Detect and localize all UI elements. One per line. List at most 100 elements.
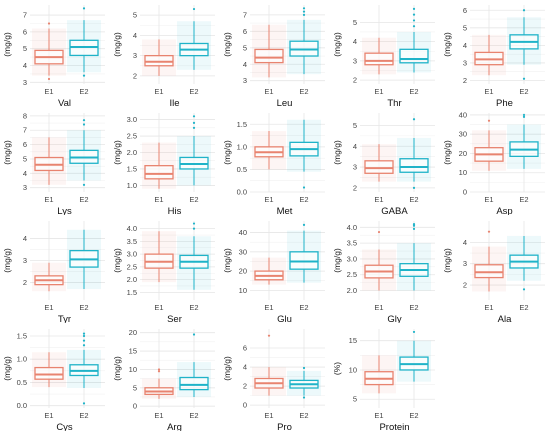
y-axis-label: (%) bbox=[332, 362, 342, 375]
x-tick-label: E1 bbox=[374, 195, 383, 204]
panel-tyr: 2 3 4 (mg/g) E1 E2 Tyr bbox=[0, 216, 110, 325]
iqr-box bbox=[364, 52, 394, 66]
outlier-point bbox=[302, 10, 306, 13]
y-tick-label: 5 bbox=[353, 395, 357, 404]
x-tick-label: E1 bbox=[154, 195, 163, 204]
x-tick-label: E1 bbox=[264, 195, 273, 204]
y-tick-label: 3.5 bbox=[347, 239, 357, 248]
x-tick-label: E1 bbox=[374, 411, 383, 420]
box-e1 bbox=[362, 230, 396, 291]
box-e2 bbox=[397, 223, 431, 291]
x-tick-label: E2 bbox=[189, 87, 198, 96]
y-tick-label: 3 bbox=[353, 163, 357, 172]
x-tick-label: E1 bbox=[374, 303, 383, 312]
y-tick-label: 10 bbox=[129, 365, 137, 374]
outlier-point bbox=[522, 77, 526, 80]
outlier-point bbox=[377, 230, 381, 234]
y-tick-label: 4 bbox=[463, 238, 467, 247]
y-tick-label: 5 bbox=[353, 18, 357, 27]
panel-title: Gly bbox=[387, 314, 402, 323]
y-tick-label: 3.0 bbox=[347, 254, 357, 263]
y-tick-label: 4 bbox=[23, 234, 27, 243]
panel-title: Leu bbox=[277, 98, 293, 107]
outlier-point bbox=[82, 332, 86, 335]
outlier-point bbox=[302, 366, 306, 370]
boxplot-ala: 2 3 4 (mg/g) E1 E2 Ala bbox=[442, 221, 545, 325]
y-tick-label: 0.0 bbox=[237, 188, 247, 197]
outlier-point bbox=[192, 7, 196, 11]
y-tick-label: 3.5 bbox=[127, 237, 137, 246]
iqr-box bbox=[144, 165, 174, 180]
x-tick-label: E1 bbox=[44, 411, 53, 420]
box-e1 bbox=[32, 137, 66, 185]
panel-title: Thr bbox=[387, 98, 401, 107]
boxplot-lys: 3 4 5 6 7 8 (mg/g) E1 E2 Lys bbox=[2, 111, 105, 217]
y-tick-label: 4 bbox=[23, 61, 27, 70]
y-tick-label: 5 bbox=[133, 11, 137, 20]
x-tick-label: E1 bbox=[154, 303, 163, 312]
y-tick-label: 3 bbox=[353, 56, 357, 65]
outlier-point bbox=[522, 113, 526, 117]
boxplot-ile: 2 3 4 5 (mg/g) E1 E2 Ile bbox=[112, 5, 215, 109]
outlier-point bbox=[192, 222, 196, 225]
panel-cys: 0.0 0.5 1.0 1.5 (mg/g) E1 E2 Cys bbox=[0, 324, 110, 433]
y-tick-label: 40 bbox=[239, 228, 247, 237]
boxplot-thr: 2 3 4 5 (mg/g) E1 E2 Thr bbox=[332, 5, 435, 109]
x-tick-label: E2 bbox=[519, 303, 528, 312]
box-e2 bbox=[177, 7, 211, 70]
panel-thr: 2 3 4 5 (mg/g) E1 E2 Thr bbox=[330, 0, 440, 109]
box-e2 bbox=[507, 235, 541, 291]
panel-ser: 1.5 2.0 2.5 3.0 3.5 4.0 (mg/g) E1 E2 Ser bbox=[110, 216, 220, 325]
y-tick-label: 6 bbox=[463, 6, 467, 15]
outlier-point bbox=[82, 123, 86, 126]
x-tick-label: E2 bbox=[299, 303, 308, 312]
y-axis-label: (mg/g) bbox=[332, 32, 342, 57]
x-tick-label: E1 bbox=[264, 303, 273, 312]
x-tick-label: E1 bbox=[374, 87, 383, 96]
box-e1 bbox=[142, 368, 176, 399]
panel-title: Asp bbox=[496, 206, 512, 215]
box-e1 bbox=[252, 257, 286, 285]
y-tick-label: 1.5 bbox=[127, 164, 137, 173]
y-axis-label: (mg/g) bbox=[222, 32, 232, 57]
y-tick-label: 30 bbox=[239, 247, 247, 256]
x-tick-label: E1 bbox=[484, 87, 493, 96]
y-tick-label: 1.5 bbox=[127, 288, 137, 297]
iqr-box bbox=[399, 48, 429, 64]
x-tick-label: E2 bbox=[79, 303, 88, 312]
panel-title: Ala bbox=[498, 314, 512, 323]
box-e1 bbox=[472, 34, 506, 76]
y-axis-label: (mg/g) bbox=[442, 248, 452, 273]
y-axis-label: (mg/g) bbox=[112, 140, 122, 165]
y-tick-label: 6 bbox=[243, 344, 247, 353]
outlier-point bbox=[82, 402, 86, 405]
y-tick-label: 7 bbox=[23, 126, 27, 135]
outlier-point bbox=[487, 230, 491, 233]
panel-title: Ile bbox=[169, 98, 179, 107]
y-tick-label: 3 bbox=[463, 259, 467, 268]
box-e1 bbox=[252, 24, 286, 78]
outlier-point bbox=[267, 334, 271, 337]
outlier-point bbox=[487, 119, 491, 122]
box-e1 bbox=[142, 142, 176, 189]
box-e2 bbox=[67, 229, 101, 290]
box-e1 bbox=[362, 355, 396, 394]
box-e2 bbox=[177, 222, 211, 290]
x-tick-label: E1 bbox=[264, 87, 273, 96]
y-tick-label: 7 bbox=[243, 10, 247, 19]
x-tick-label: E2 bbox=[409, 195, 418, 204]
y-tick-label: 5 bbox=[133, 383, 137, 392]
y-tick-label: 3 bbox=[23, 78, 27, 87]
box-e1 bbox=[472, 230, 506, 292]
y-tick-label: 4 bbox=[243, 363, 247, 372]
panel-asp: 0 10 20 30 40 (mg/g) E1 E2 Asp bbox=[440, 108, 550, 217]
x-tick-label: E1 bbox=[264, 411, 273, 420]
box-e2 bbox=[177, 115, 211, 186]
y-tick-label: 2.5 bbox=[127, 262, 137, 271]
outlier-point bbox=[82, 334, 86, 338]
y-tick-label: 0.0 bbox=[17, 401, 27, 410]
y-tick-label: 7 bbox=[23, 11, 27, 20]
y-axis-label: (mg/g) bbox=[112, 356, 122, 381]
panel-title: Tyr bbox=[58, 314, 71, 323]
